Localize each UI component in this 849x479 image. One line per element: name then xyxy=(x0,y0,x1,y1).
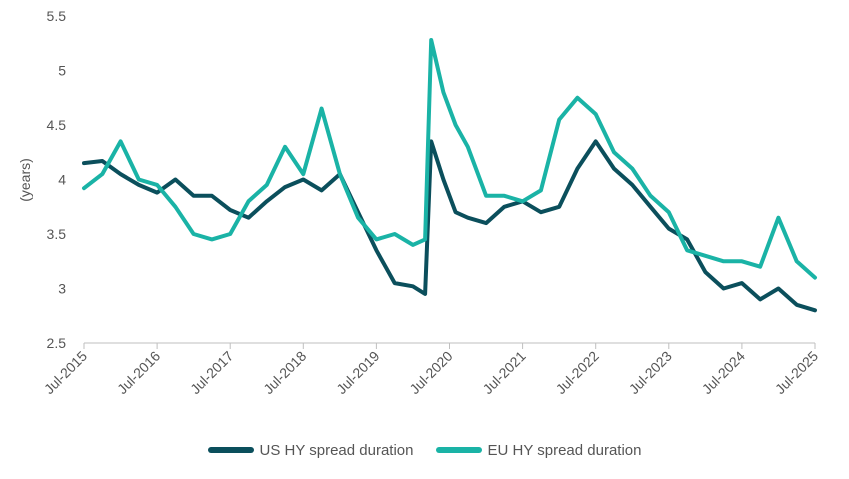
series-line-us-hy xyxy=(82,139,817,313)
y-tick-label: 5.5 xyxy=(47,8,67,24)
legend-item-us: US HY spread duration xyxy=(207,441,414,459)
x-tick-label: Jul-2021 xyxy=(479,348,528,397)
y-tick-label: 3 xyxy=(58,281,66,297)
y-tick-label: 4.5 xyxy=(47,117,67,133)
legend-swatch-us xyxy=(207,447,254,453)
x-tick-label: Jul-2023 xyxy=(626,348,675,397)
x-tick-label: Jul-2016 xyxy=(114,348,163,397)
y-axis-label: (years) xyxy=(17,158,33,202)
legend-label-eu: EU HY spread duration xyxy=(487,441,642,459)
y-tick-label: 3.5 xyxy=(47,226,67,242)
x-tick-label: Jul-2024 xyxy=(699,348,748,397)
x-tick-label: Jul-2017 xyxy=(187,348,236,397)
y-tick-label: 5 xyxy=(58,63,66,79)
x-tick-label: Jul-2020 xyxy=(406,348,455,397)
x-tick-label: Jul-2019 xyxy=(333,348,382,397)
x-tick-label: Jul-2018 xyxy=(260,348,309,397)
legend-swatch-eu xyxy=(435,447,482,453)
legend-item-eu: EU HY spread duration xyxy=(435,441,642,459)
y-tick-label: 2.5 xyxy=(47,335,67,351)
x-tick-label: Jul-2025 xyxy=(772,348,821,397)
x-tick-label: Jul-2022 xyxy=(553,348,602,397)
legend: US HY spread duration EU HY spread durat… xyxy=(0,438,849,462)
y-tick-label: 4 xyxy=(58,172,66,188)
x-tick-label: Jul-2015 xyxy=(41,348,90,397)
legend-label-us: US HY spread duration xyxy=(259,441,414,459)
series-line-eu-hy xyxy=(82,38,817,280)
